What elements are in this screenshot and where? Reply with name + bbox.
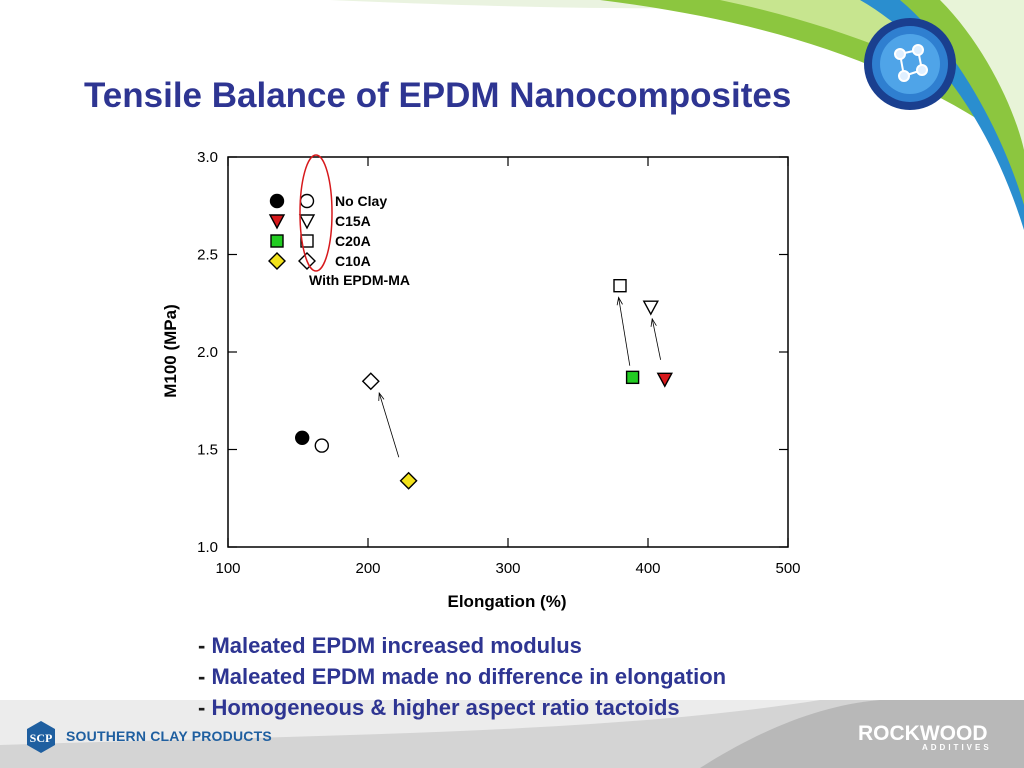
legend-marker-open (299, 193, 315, 209)
footer-right-sub: ADDITIVES (922, 743, 992, 752)
x-tick-label: 500 (775, 560, 800, 577)
slide-title: Tensile Balance of EPDM Nanocomposites (84, 76, 792, 115)
y-axis-label: M100 (MPa) (161, 304, 180, 398)
legend-label: C15A (335, 213, 371, 229)
legend-note: With EPDM-MA (309, 272, 410, 288)
data-point (642, 300, 659, 316)
data-point (613, 279, 627, 293)
x-tick-label: 100 (215, 560, 240, 577)
data-point (399, 471, 418, 490)
trend-arrow (618, 297, 631, 366)
data-point (295, 430, 310, 445)
bullet-item: - Homogeneous & higher aspect ratio tact… (198, 695, 680, 720)
scp-badge-icon: SCP (27, 721, 55, 753)
x-tick-label: 200 (355, 560, 380, 577)
x-tick-label: 300 (495, 560, 520, 577)
bullet-item: - Maleated EPDM made no difference in el… (198, 664, 727, 689)
data-point (314, 438, 329, 453)
y-tick-label: 2.5 (197, 247, 218, 264)
data-point (361, 372, 380, 391)
trend-arrow-head (650, 317, 657, 327)
x-axis-label: Elongation (%) (448, 592, 567, 611)
data-point (625, 370, 640, 385)
y-tick-label: 3.0 (197, 149, 218, 166)
legend-label: C20A (335, 233, 371, 249)
trend-arrow (378, 392, 400, 458)
highlight-ellipse (299, 154, 333, 272)
svg-text:SCP: SCP (30, 731, 53, 745)
legend-marker-filled (270, 234, 284, 248)
innovative-additives-seal-icon (864, 18, 956, 110)
legend-label: No Clay (335, 193, 387, 209)
legend-marker-filled (269, 193, 285, 209)
trend-arrow (651, 318, 661, 360)
bullet-item: - Maleated EPDM increased modulus (198, 633, 582, 658)
footer-left-logo: SOUTHERN CLAY PRODUCTS (66, 728, 272, 744)
data-point (656, 372, 673, 388)
legend-marker-open (300, 234, 314, 248)
legend-marker-open (298, 214, 316, 230)
legend-label: C10A (335, 253, 371, 269)
y-tick-label: 1.0 (197, 539, 218, 556)
trend-arrow-head (616, 296, 623, 306)
legend-marker-filled (268, 214, 286, 230)
trend-arrow-head (378, 391, 385, 401)
legend-marker-filled (268, 252, 286, 270)
y-tick-label: 1.5 (197, 442, 218, 459)
footer-right-logo: ROCKWOOD (858, 722, 988, 745)
x-tick-label: 400 (635, 560, 660, 577)
y-tick-label: 2.0 (197, 344, 218, 361)
bullet-list: - Maleated EPDM increased modulus - Male… (198, 630, 726, 723)
